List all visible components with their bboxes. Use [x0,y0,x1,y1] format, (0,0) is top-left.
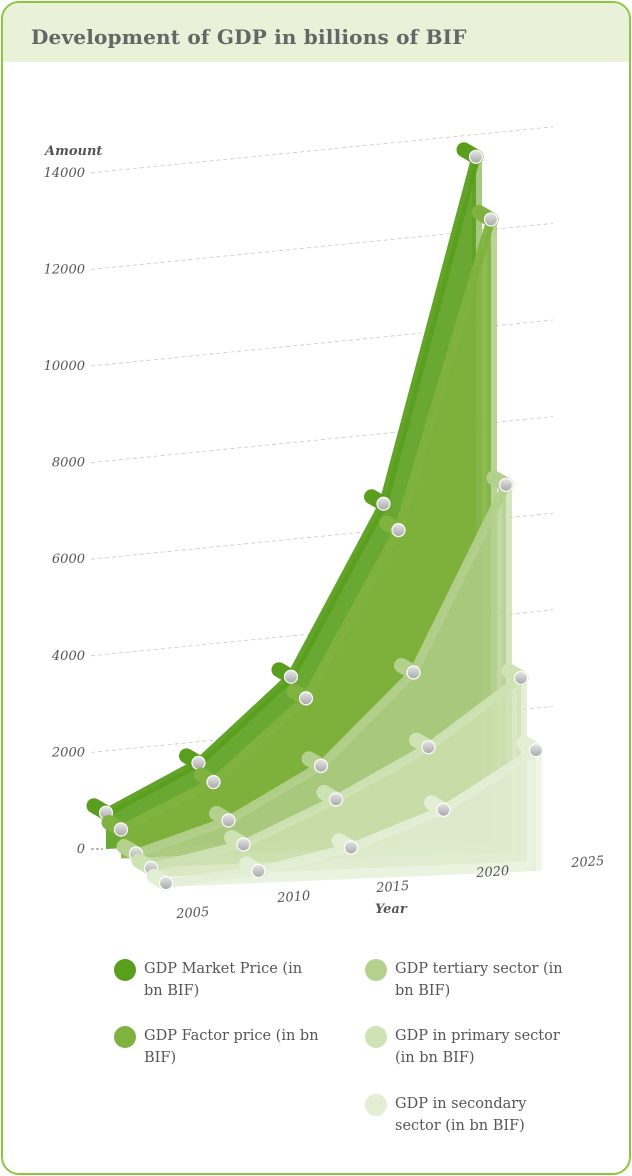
y-tick-label: 6000 [52,552,85,567]
chart-title: Development of GDP in billions of BIF [31,25,467,49]
data-point-marker [194,767,221,790]
legend-label: GDP tertiary sector (in bn BIF) [395,961,563,999]
legend-swatch [365,1026,387,1048]
series-area [166,750,536,887]
marker-cap [406,665,421,680]
legend-label: GDP in secondary sector (in bn BIF) [395,1096,527,1134]
marker-cap [221,813,236,828]
data-point-marker [501,663,529,686]
marker-cap [113,822,129,837]
legend-swatch [365,1094,387,1116]
data-point-marker [316,784,344,807]
data-point-marker [179,748,206,771]
card-header: Development of GDP in billions of BIF [3,3,629,62]
series-side-face [532,750,542,871]
marker-cap [528,743,544,758]
data-point-marker [101,815,129,838]
x-axis-ticks: 2005 2010 2015 2020 2025 [175,854,605,922]
y-axis-ticks: 0 2000 4000 6000 8000 10000 12000 14000 [44,166,85,857]
y-tick-label: 12000 [44,262,85,277]
marker-cap [191,755,206,770]
data-point-marker [271,662,299,685]
y-tick-label: 0 [77,842,85,857]
data-point-marker [379,515,406,538]
x-tick-label: 2025 [570,854,605,871]
data-point-marker [286,683,314,706]
data-point-marker [409,732,436,755]
legend-swatch [365,959,387,981]
data-point-marker [331,833,359,856]
data-point-marker [239,856,266,879]
data-point-marker [516,735,544,758]
marker-cap [158,876,174,891]
data-point-marker [209,806,236,829]
legend-swatch [114,1026,136,1048]
data-point-marker [224,830,251,853]
y-tick-label: 10000 [44,359,85,374]
x-tick-label: 2020 [475,864,510,881]
marker-cap [498,477,514,493]
data-point-marker [146,868,174,891]
marker-cap [391,523,406,538]
legend-label: GDP Market Price (in bn BIF) [144,961,303,999]
data-point-marker [424,795,451,818]
x-tick-label: 2005 [175,905,210,922]
marker-cap [298,691,314,706]
legend-swatch [114,959,136,981]
legend-label: GDP in primary sector (in bn BIF) [395,1028,560,1066]
marker-cap [313,758,329,773]
y-tick-label: 8000 [52,456,85,471]
data-point-marker [394,657,421,680]
data-point-marker [301,751,329,774]
marker-cap [483,212,499,227]
marker-cap [343,840,359,855]
series-5 [146,735,544,891]
marker-cap [436,802,451,817]
gdp-3d-area-chart: 0 2000 4000 6000 8000 10000 12000 14000 2005 201… [43,126,605,922]
marker-cap [206,774,221,790]
data-point-marker [364,489,391,512]
y-tick-label: 14000 [44,166,85,181]
y-tick-label: 2000 [51,745,85,760]
legend-label: GDP Factor price (in bn BIF) [144,1028,319,1066]
data-point-marker [471,204,499,227]
marker-cap [513,670,529,686]
data-point-marker [486,470,514,493]
marker-cap [468,149,484,164]
x-tick-label: 2015 [375,879,410,896]
grid-line [90,126,554,174]
data-point-marker [456,142,484,165]
y-axis-title: Amount [43,144,102,159]
series-areas [86,142,544,891]
marker-cap [328,792,344,807]
y-tick-label: 4000 [51,649,85,664]
marker-cap [283,669,299,684]
x-axis-title: Year [375,902,408,917]
marker-cap [251,863,266,879]
marker-cap [236,837,251,852]
marker-cap [421,740,436,755]
marker-cap [376,496,391,511]
x-tick-label: 2010 [276,889,311,906]
